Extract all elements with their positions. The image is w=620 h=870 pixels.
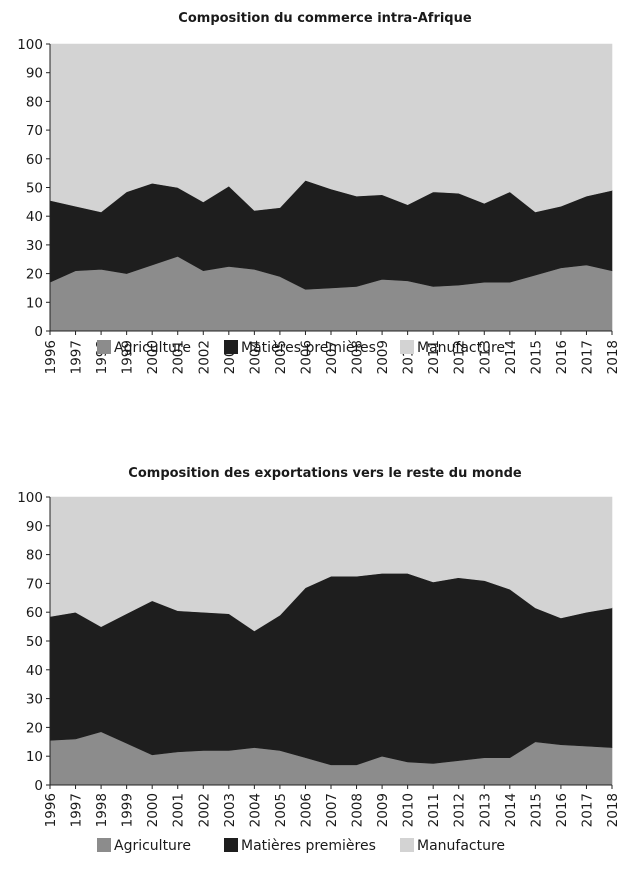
x-tick-label: 2010 bbox=[401, 793, 417, 827]
legend-label-1: Agriculture bbox=[114, 838, 191, 854]
y-tick-label: 20 bbox=[26, 720, 43, 736]
y-tick-label: 10 bbox=[26, 295, 43, 311]
chart-1: Composition du commerce intra-Afrique 0 10… bbox=[17, 11, 620, 374]
y-tick-label: 40 bbox=[26, 209, 43, 225]
chart-title: Composition du commerce intra-Afrique bbox=[178, 11, 472, 26]
x-tick-label: 2017 bbox=[579, 793, 595, 827]
legend-swatch-1 bbox=[97, 838, 111, 852]
x-tick-label: 2009 bbox=[375, 340, 391, 374]
y-tick-label: 50 bbox=[26, 634, 43, 650]
y-tick-label: 30 bbox=[26, 238, 43, 254]
area-series-3 bbox=[49, 43, 613, 213]
x-tick-label: 2007 bbox=[324, 793, 340, 827]
y-tick-label: 60 bbox=[26, 605, 43, 621]
x-tick-label: 2016 bbox=[554, 340, 570, 374]
y-tick-label: 40 bbox=[26, 663, 43, 679]
x-tick-label: 2008 bbox=[350, 793, 366, 827]
x-tick-label: 2001 bbox=[171, 793, 187, 827]
x-tick-label: 2000 bbox=[145, 340, 161, 374]
x-tick-label: 2004 bbox=[247, 340, 263, 374]
x-tick-label: 1996 bbox=[43, 340, 59, 374]
legend-swatch-3 bbox=[400, 838, 414, 852]
y-tick-label: 20 bbox=[26, 267, 43, 283]
y-tick-label: 70 bbox=[26, 123, 43, 139]
x-tick-label: 2005 bbox=[273, 340, 289, 374]
x-tick-label: 1999 bbox=[120, 340, 136, 374]
y-tick-label: 80 bbox=[26, 94, 43, 110]
x-tick-label: 2013 bbox=[477, 340, 493, 374]
y-tick-label: 30 bbox=[26, 692, 43, 708]
legend: Agriculture Matières premières Manufacture bbox=[97, 340, 505, 356]
x-tick-label: 2012 bbox=[452, 340, 468, 374]
y-tick-label: 0 bbox=[34, 778, 43, 794]
x-tick-label: 2014 bbox=[503, 793, 519, 827]
chart-2: Composition des exportations vers le res… bbox=[17, 466, 620, 854]
legend-label-2: Matières premières bbox=[241, 838, 376, 854]
legend-swatch-3 bbox=[400, 340, 414, 354]
x-tick-label: 2017 bbox=[579, 340, 595, 374]
x-tick-label: 2018 bbox=[605, 340, 620, 374]
x-tick-label: 2014 bbox=[503, 340, 519, 374]
chart-title: Composition des exportations vers le res… bbox=[128, 466, 522, 481]
x-tick-label: 2004 bbox=[247, 793, 263, 827]
x-tick-label: 2007 bbox=[324, 340, 340, 374]
legend-swatch-2 bbox=[224, 340, 238, 354]
legend: Agriculture Matières premières Manufacture bbox=[97, 838, 505, 854]
x-tick-label: 2012 bbox=[452, 793, 468, 827]
x-tick-label: 2011 bbox=[426, 340, 442, 374]
y-tick-label: 0 bbox=[34, 324, 43, 340]
legend-label-2: Matières premières bbox=[241, 340, 376, 356]
y-tick-label: 50 bbox=[26, 181, 43, 197]
x-tick-label: 2009 bbox=[375, 793, 391, 827]
x-tick-label: 2003 bbox=[222, 793, 238, 827]
area-series-3 bbox=[49, 496, 613, 632]
y-tick-label: 90 bbox=[26, 519, 43, 535]
x-tick-label: 2008 bbox=[350, 340, 366, 374]
x-tick-label: 2000 bbox=[145, 793, 161, 827]
x-tick-label: 1998 bbox=[94, 793, 110, 827]
x-tick-label: 2001 bbox=[171, 340, 187, 374]
x-tick-label: 1996 bbox=[43, 793, 59, 827]
x-tick-label: 2002 bbox=[196, 340, 212, 374]
y-tick-label: 70 bbox=[26, 576, 43, 592]
x-tick-label: 2018 bbox=[605, 793, 620, 827]
y-tick-label: 100 bbox=[17, 37, 43, 53]
legend-label-3: Manufacture bbox=[417, 838, 505, 854]
y-tick-label: 90 bbox=[26, 66, 43, 82]
x-tick-label: 2005 bbox=[273, 793, 289, 827]
x-tick-label: 2006 bbox=[298, 793, 314, 827]
x-tick-label: 1997 bbox=[69, 340, 85, 374]
y-tick-label: 10 bbox=[26, 749, 43, 765]
x-tick-label: 2013 bbox=[477, 793, 493, 827]
x-tick-label: 1999 bbox=[120, 793, 136, 827]
legend-label-1: Agriculture bbox=[114, 340, 191, 356]
x-tick-label: 2015 bbox=[528, 793, 544, 827]
y-tick-label: 80 bbox=[26, 548, 43, 564]
legend-label-3: Manufacture bbox=[417, 340, 505, 356]
x-tick-label: 2006 bbox=[298, 340, 314, 374]
x-tick-label: 1997 bbox=[69, 793, 85, 827]
legend-swatch-1 bbox=[97, 340, 111, 354]
x-tick-label: 2015 bbox=[528, 340, 544, 374]
x-tick-label: 2016 bbox=[554, 793, 570, 827]
y-tick-label: 100 bbox=[17, 490, 43, 506]
x-tick-label: 2011 bbox=[426, 793, 442, 827]
legend-swatch-2 bbox=[224, 838, 238, 852]
y-tick-label: 60 bbox=[26, 152, 43, 168]
x-tick-label: 2002 bbox=[196, 793, 212, 827]
